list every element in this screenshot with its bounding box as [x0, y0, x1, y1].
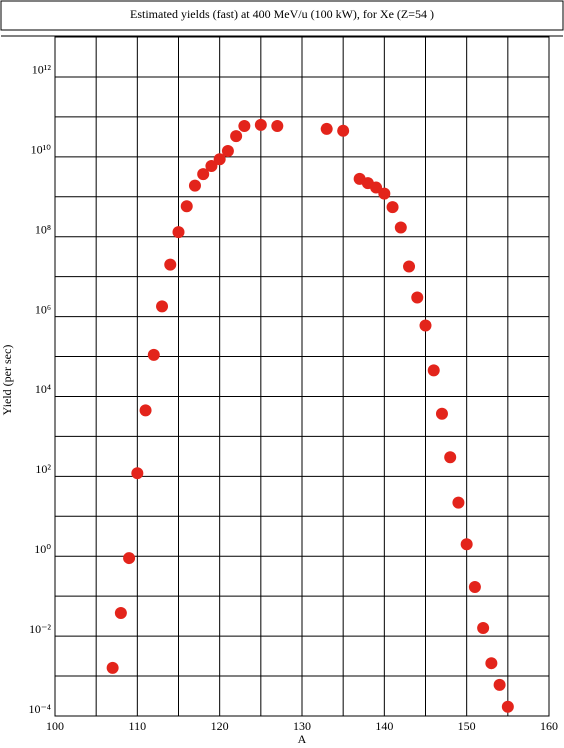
y-tick-label: 10¹² [32, 63, 52, 77]
plot-frame [54, 36, 550, 717]
data-point [427, 364, 440, 377]
data-point [139, 404, 152, 417]
data-point [411, 291, 424, 304]
data-point [403, 260, 416, 273]
data-point [197, 168, 210, 181]
data-point [188, 179, 201, 192]
x-tick-label: 110 [129, 719, 147, 733]
data-point [114, 606, 127, 619]
data-point [378, 187, 391, 200]
data-point [172, 226, 185, 239]
y-tick-label: 10⁻² [29, 622, 51, 636]
x-tick-label: 140 [375, 719, 393, 733]
data-point [320, 122, 333, 135]
data-point [444, 451, 457, 464]
data-point [477, 621, 490, 634]
data-point [180, 200, 193, 213]
y-tick-label: 10⁶ [35, 302, 51, 316]
data-point [156, 300, 169, 313]
data-point [370, 181, 383, 194]
x-tick-label: 160 [540, 719, 558, 733]
data-point [164, 258, 177, 271]
data-point [468, 580, 481, 593]
x-tick-label: 120 [211, 719, 229, 733]
data-point [386, 201, 399, 214]
data-point [271, 120, 284, 133]
title-box [0, 0, 564, 31]
data-point [337, 124, 350, 137]
y-tick-label: 10¹⁰ [31, 143, 52, 157]
data-point [501, 700, 514, 713]
y-tick-label: 10⁻⁴ [28, 702, 51, 716]
chart-title: Estimated yields (fast) at 400 MeV/u (10… [130, 7, 434, 21]
data-point [131, 467, 144, 480]
x-tick-label: 130 [293, 719, 311, 733]
y-tick-label: 10⁴ [35, 382, 51, 396]
data-point [205, 159, 218, 172]
data-point [230, 130, 243, 143]
x-axis-label: A [298, 732, 307, 746]
data-point [238, 120, 251, 133]
data-point [213, 153, 226, 166]
data-point [254, 118, 267, 131]
data-point [493, 678, 506, 691]
y-axis-label: Yield (per sec) [0, 345, 14, 416]
data-point [435, 407, 448, 420]
data-point [394, 221, 407, 234]
data-point [147, 348, 160, 361]
y-tick-label: 10⁸ [35, 222, 51, 236]
x-tick-label: 100 [46, 719, 64, 733]
data-point [485, 657, 498, 670]
y-tick-label: 10² [35, 462, 51, 476]
x-tick-label: 150 [458, 719, 476, 733]
data-point [452, 496, 465, 509]
y-tick-label: 10⁰ [34, 542, 51, 556]
data-point [106, 661, 119, 674]
data-point [419, 319, 432, 332]
data-point [221, 144, 234, 157]
data-point [123, 552, 136, 565]
data-point [460, 538, 473, 551]
